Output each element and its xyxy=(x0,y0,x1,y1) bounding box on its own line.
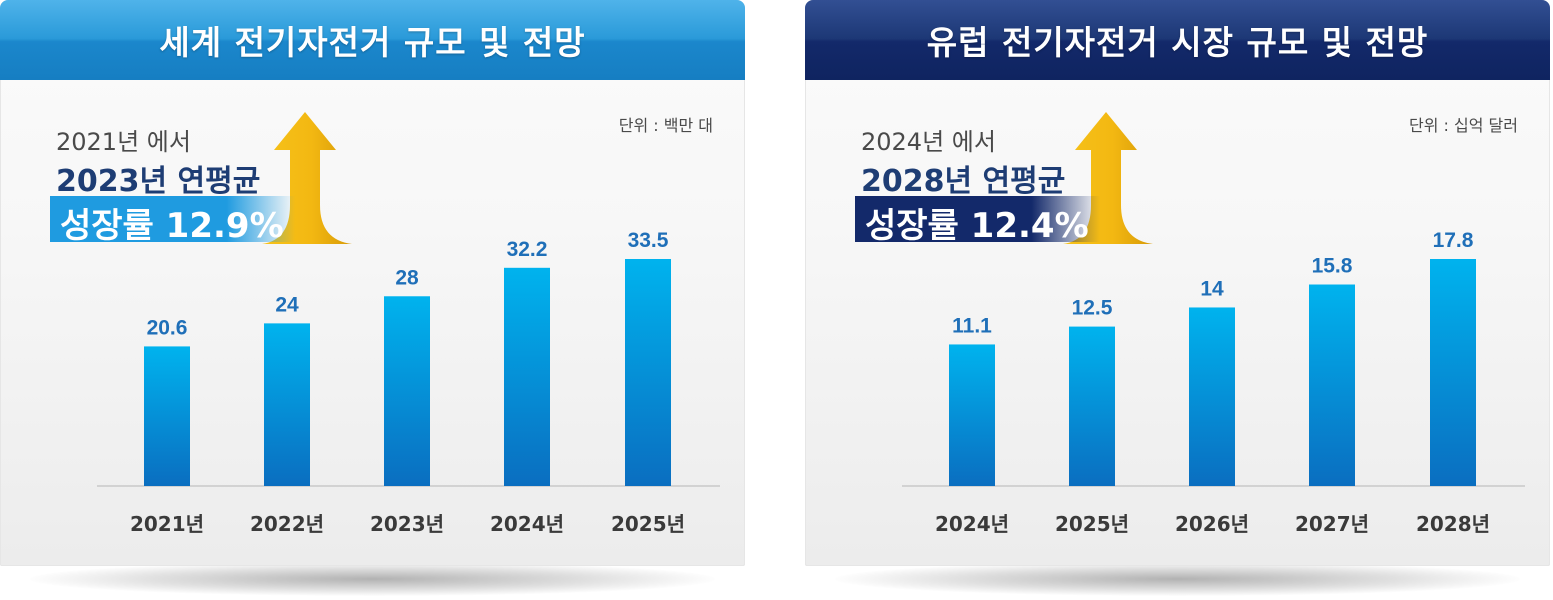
callout-period: 2028년 연평균 xyxy=(861,164,1066,199)
value-label: 14 xyxy=(1200,277,1224,300)
category-label: 2023년 xyxy=(370,512,444,536)
europe-ebike-chart-panel: 유럽 전기자전거 시장 규모 및 전망 2024년 에서 2028년 연평균 성… xyxy=(805,0,1550,600)
growth-band xyxy=(50,196,295,242)
bar xyxy=(384,296,430,486)
chart-title: 세계 전기자전거 규모 및 전망 xyxy=(0,0,745,80)
bar xyxy=(1189,307,1235,486)
unit-label: 단위 : 백만 대 xyxy=(618,116,713,135)
callout-period: 2023년 연평균 xyxy=(56,164,261,199)
callout-growth-rate: 성장률 12.9% xyxy=(60,206,284,246)
unit-label: 단위 : 십억 달러 xyxy=(1409,116,1518,135)
callout-from-year: 2021년 에서 xyxy=(56,128,191,156)
value-label: 20.6 xyxy=(147,316,188,339)
category-label: 2028년 xyxy=(1416,512,1490,536)
category-label: 2024년 xyxy=(490,512,564,536)
bar xyxy=(264,323,310,486)
panel-shadow xyxy=(835,562,1520,596)
value-label: 12.5 xyxy=(1072,297,1113,320)
growth-arrow-icon xyxy=(1063,112,1153,244)
bar xyxy=(144,346,190,486)
category-label: 2021년 xyxy=(130,512,204,536)
bar xyxy=(1069,326,1115,486)
world-ebike-chart-panel: 세계 전기자전거 규모 및 전망 2021년 에서 2023년 연평균 성장률 … xyxy=(0,0,745,600)
value-label: 15.8 xyxy=(1312,255,1353,278)
bar-chart-plot: 20.6 2021년 24 2022년 28 2023년 32.2 2024년 33.5 2025… xyxy=(97,229,720,536)
growth-arrow-icon xyxy=(262,112,352,244)
category-label: 2026년 xyxy=(1175,512,1249,536)
growth-band xyxy=(855,196,1100,242)
value-label: 33.5 xyxy=(628,229,669,252)
value-label: 32.2 xyxy=(507,238,548,261)
callout-growth-rate: 성장률 12.4% xyxy=(865,206,1089,246)
category-label: 2025년 xyxy=(611,512,685,536)
category-label: 2027년 xyxy=(1295,512,1369,536)
panel-background xyxy=(805,0,1550,566)
bar xyxy=(625,259,671,486)
bar-chart-plot: 11.1 2024년 12.5 2025년 14 2026년 15.8 2027년 17.8 20… xyxy=(902,229,1525,536)
bar xyxy=(949,344,995,486)
panel-shadow xyxy=(30,562,715,596)
category-label: 2022년 xyxy=(250,512,324,536)
bar xyxy=(1430,259,1476,486)
callout-from-year: 2024년 에서 xyxy=(861,128,996,156)
value-label: 24 xyxy=(275,293,299,316)
value-label: 11.1 xyxy=(952,314,992,337)
panel-background xyxy=(0,0,745,566)
category-label: 2025년 xyxy=(1055,512,1129,536)
category-label: 2024년 xyxy=(935,512,1009,536)
value-label: 17.8 xyxy=(1433,229,1474,252)
value-label: 28 xyxy=(395,266,419,289)
bar xyxy=(504,267,550,486)
bar xyxy=(1309,284,1355,486)
chart-title: 유럽 전기자전거 시장 규모 및 전망 xyxy=(805,0,1550,80)
